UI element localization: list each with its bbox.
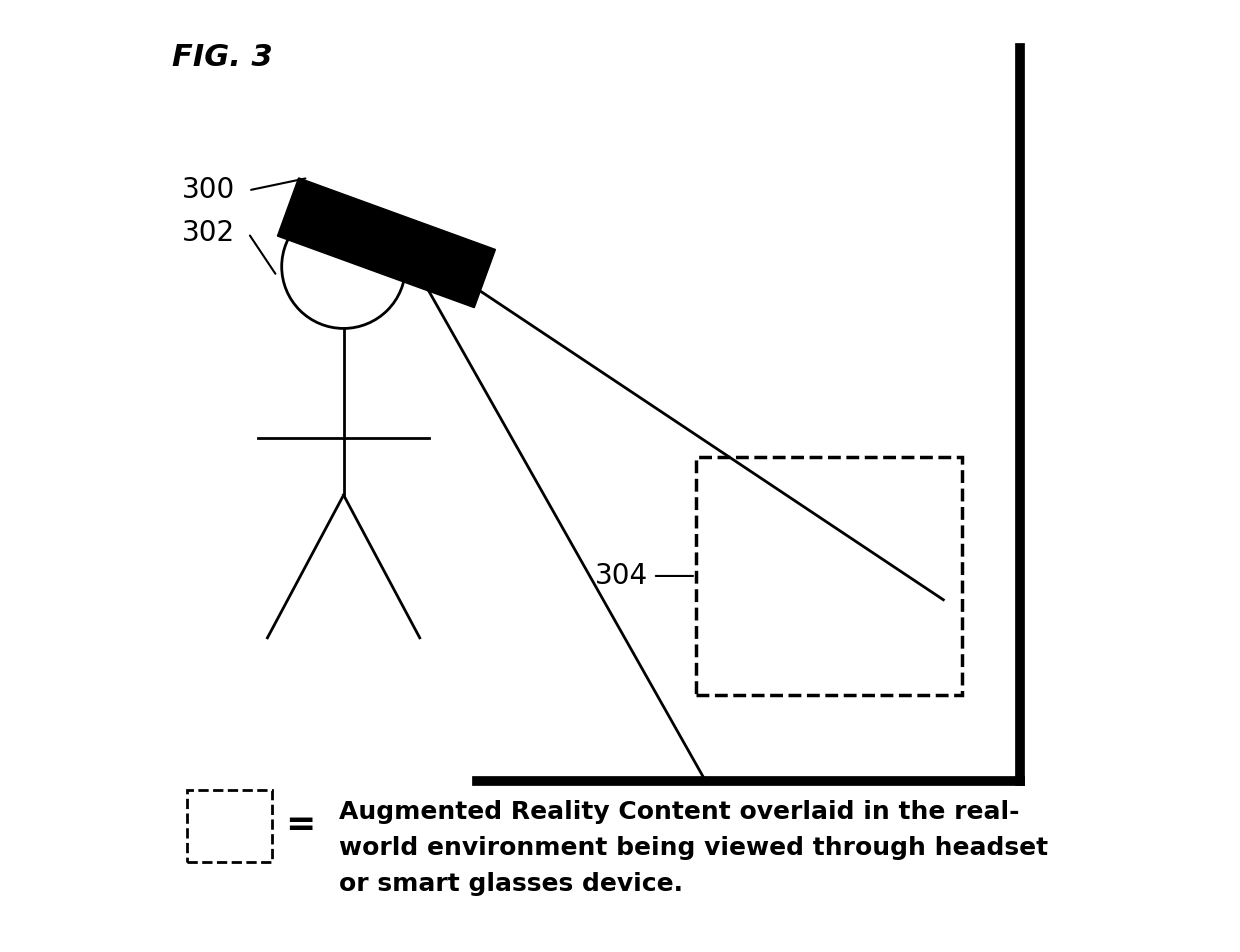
- Text: Augmented Reality Content overlaid in the real-: Augmented Reality Content overlaid in th…: [339, 800, 1019, 823]
- Text: =: =: [285, 808, 316, 843]
- Text: or smart glasses device.: or smart glasses device.: [339, 872, 683, 896]
- Bar: [186, 790, 273, 862]
- Polygon shape: [278, 178, 496, 307]
- Text: 300: 300: [182, 176, 236, 205]
- Text: 302: 302: [182, 219, 234, 248]
- Text: FIG. 3: FIG. 3: [172, 43, 273, 71]
- Text: 304: 304: [595, 562, 649, 590]
- Text: world environment being viewed through headset: world environment being viewed through h…: [339, 836, 1048, 860]
- Bar: [696, 457, 962, 695]
